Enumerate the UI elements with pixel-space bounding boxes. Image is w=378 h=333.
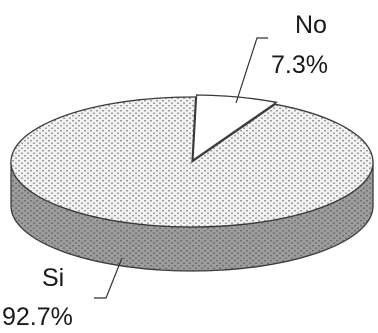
label-no: No	[295, 11, 327, 39]
slice-si-top	[10, 96, 374, 228]
leader-line-no	[235, 37, 268, 104]
label-no-value: 7.3%	[271, 51, 328, 79]
leader-line-si	[94, 257, 123, 299]
label-si: Si	[42, 264, 64, 292]
label-si-value: 92.7%	[2, 303, 73, 331]
